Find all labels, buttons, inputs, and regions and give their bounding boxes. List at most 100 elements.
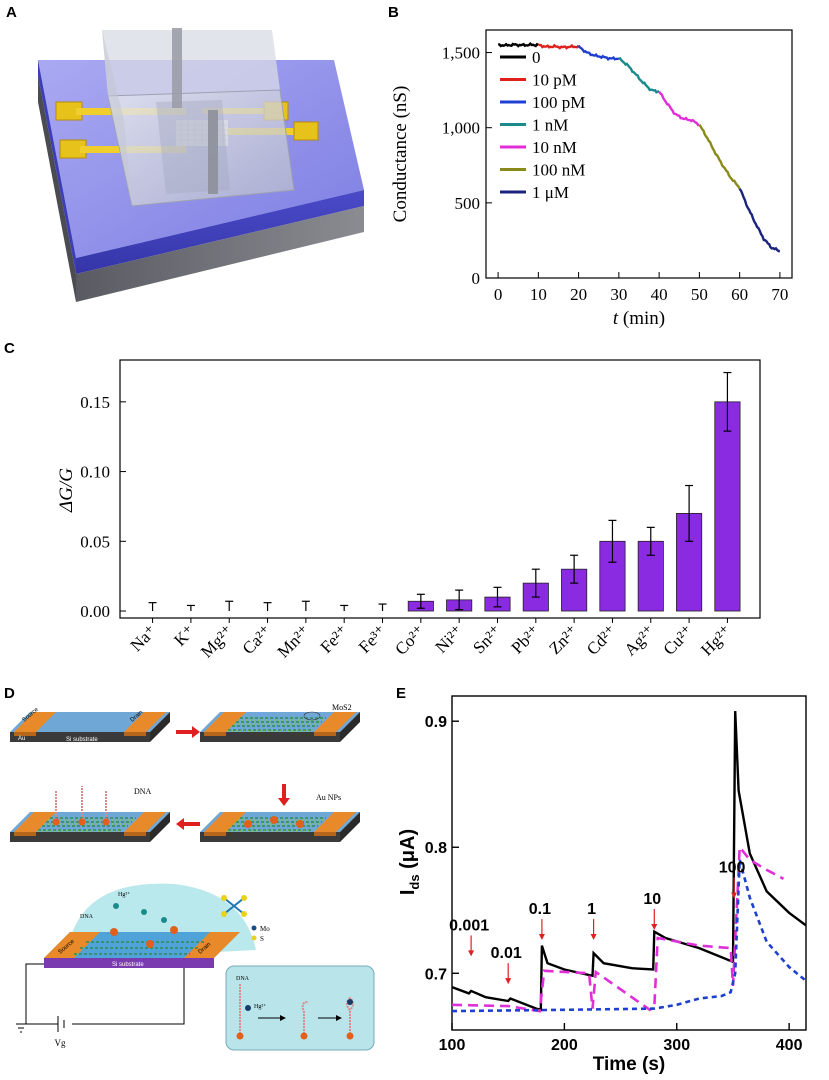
chip-mos2: MoS2 <box>200 703 360 742</box>
label-si-substrate-bottom: Si substrate <box>112 962 144 968</box>
chart-e-xtick-label: 200 <box>551 1037 578 1054</box>
chart-c-xtick-label: Sn²⁺ <box>469 621 505 657</box>
chart-e-annotation-arrowhead <box>538 934 545 941</box>
chart-e-annotation-label: 0.1 <box>529 901 551 918</box>
chart-e-annotation-label: 0.001 <box>449 917 489 934</box>
chart-b-legend-label: 10 pM <box>532 71 577 90</box>
chart-c-xtick-label: K⁺ <box>170 621 198 649</box>
substrate-blue-front <box>76 190 364 274</box>
chart-b-xtick-label: 40 <box>651 285 668 304</box>
chart-b-legend: 0 10 pM 100 pM 1 nM 10 nM 100 nM 1 μM <box>500 48 585 202</box>
label-si-substrate: Si substrate <box>66 737 98 743</box>
substrate-gray-left <box>38 76 76 302</box>
chart-e-xlabel: Time (s) <box>593 1054 666 1075</box>
chart-c-ytick-label: 0.15 <box>80 393 110 412</box>
chip-au-nps: Au NPs <box>200 793 360 842</box>
substrate-blue-left <box>38 60 76 274</box>
arrow-down <box>278 784 290 806</box>
chart-b-legend-label: 100 nM <box>532 161 585 180</box>
chart-e-series-fit-magenta <box>451 843 785 1013</box>
panel-letter-c: C <box>4 340 15 357</box>
chart-b-plot-area <box>485 29 793 279</box>
chart-c: 0.00 0.05 0.10 0.15 Na⁺ K⁺Mg²⁺ Ca²⁺Mn²⁺ Fe²⁺ Fe³… <box>56 359 761 661</box>
label-vg: Vg <box>55 1038 66 1048</box>
chart-c-ytick-label: 0.05 <box>80 532 110 551</box>
chart-b-xtick-label: 60 <box>731 285 748 304</box>
chart-c-xtick-label: Ni²⁺ <box>432 621 467 656</box>
chart-e-annotation-label: 0.01 <box>491 945 522 962</box>
chart-b-legend-label: 1 μM <box>532 183 569 202</box>
outlet-tube <box>208 110 218 194</box>
chart-c-xtick-label: Fe²⁺ <box>317 621 352 656</box>
label-dna-bottom: DNA <box>80 914 94 920</box>
chart-e-annotation-label: 1 <box>587 901 596 918</box>
chart-e-xtick-label: 300 <box>663 1037 690 1054</box>
mos2-cluster <box>221 895 247 917</box>
chart-b-legend-label: 100 pM <box>532 93 585 112</box>
chart-e-annotation-arrowhead <box>590 934 597 941</box>
device-schematic <box>38 28 364 302</box>
label-mos2: MoS2 <box>332 703 352 712</box>
chart-c-ytick-label: 0.10 <box>80 463 110 482</box>
chart-e-series-fit-blue <box>451 859 807 1013</box>
chart-e-annotation-arrowhead <box>731 892 738 899</box>
chart-e-ytick-label: 0.8 <box>425 840 447 857</box>
chart-e-annotation-label: 10 <box>643 891 661 908</box>
chart-e-plot-area <box>451 695 807 1031</box>
chart-c-xtick-label: Mg²⁺ <box>197 621 237 661</box>
chip-bare: Source Drain Au Si substrate <box>10 706 170 743</box>
chart-c-xtick-label: Ag²⁺ <box>621 621 659 659</box>
label-s: S <box>260 935 264 943</box>
chart-b-ytick-label: 500 <box>455 194 481 213</box>
chart-b-legend-label: 0 <box>532 48 541 67</box>
chart-b-xtick-label: 50 <box>691 285 708 304</box>
pdms-chamber-back <box>102 30 280 96</box>
chip-dna: DNA <box>10 786 170 842</box>
chart-c-bar <box>714 401 741 612</box>
panel-letter-b: B <box>388 4 399 21</box>
chart-b-series-line <box>618 56 660 94</box>
panel-letter-e: E <box>396 685 407 702</box>
chart-b-legend-label: 10 nM <box>532 138 577 157</box>
substrate-gray-front <box>76 206 364 302</box>
chart-c-xtick-label: Mn²⁺ <box>274 621 314 661</box>
chart-e-ytick-label: 0.7 <box>425 966 447 983</box>
chart-e-xtick-label: 100 <box>439 1037 466 1054</box>
label-hg: Hg²⁺ <box>118 891 130 898</box>
chart-e-series-measured <box>451 711 807 1012</box>
chart-c-plot-area <box>119 359 761 619</box>
panel-letter-a: A <box>6 4 17 21</box>
chart-c-ytick-label: 0.00 <box>80 602 110 621</box>
panel-letter-d: D <box>4 685 15 702</box>
chart-e-annotation-label: 100 <box>719 859 746 876</box>
chart-b-series-line <box>698 124 741 190</box>
chart-b-series-line <box>658 90 700 127</box>
label-hg-inset: Hg²⁺ <box>254 1003 266 1010</box>
chart-c-xtick-label: Fe³⁺ <box>355 621 390 656</box>
label-dna-inset: DNA <box>236 976 250 982</box>
chart-c-xtick-label: Pb²⁺ <box>508 621 544 657</box>
chart-b-series-line <box>538 43 580 50</box>
inlet-tube <box>172 28 182 108</box>
label-au: Au <box>18 736 25 742</box>
chart-e-annotation-arrowhead <box>505 978 512 985</box>
chart-e-annotation-arrowhead <box>651 923 658 930</box>
chart-b-xtick-label: 0 <box>494 285 503 304</box>
chart-e-xtick-label: 400 <box>776 1037 803 1054</box>
chart-b-xlabel: t (min) <box>613 308 665 329</box>
chart-b-xtick-label: 10 <box>530 285 547 304</box>
chart-b-xtick-label: 70 <box>771 285 788 304</box>
chart-b: 0 10 20 30 40 50 60 70 0 500 1,000 1,500 0 10 pM 100 … <box>390 29 793 329</box>
chart-b-series-line <box>498 42 539 48</box>
chart-b-xtick-label: 30 <box>610 285 627 304</box>
mechanism-inset <box>225 965 375 1051</box>
arrow-right <box>176 726 200 738</box>
chart-c-xtick-label: Na⁺ <box>127 621 161 655</box>
chart-b-ytick-label: 1,000 <box>442 119 480 138</box>
device-droplet: Hg²⁺ DNA Source Drain Si substrate Vg Mo <box>16 883 375 1051</box>
chart-b-series-line <box>577 44 619 61</box>
chart-b-ytick-label: 0 <box>472 269 481 288</box>
chart-e-ylabel: Ids (μA) <box>397 829 422 895</box>
